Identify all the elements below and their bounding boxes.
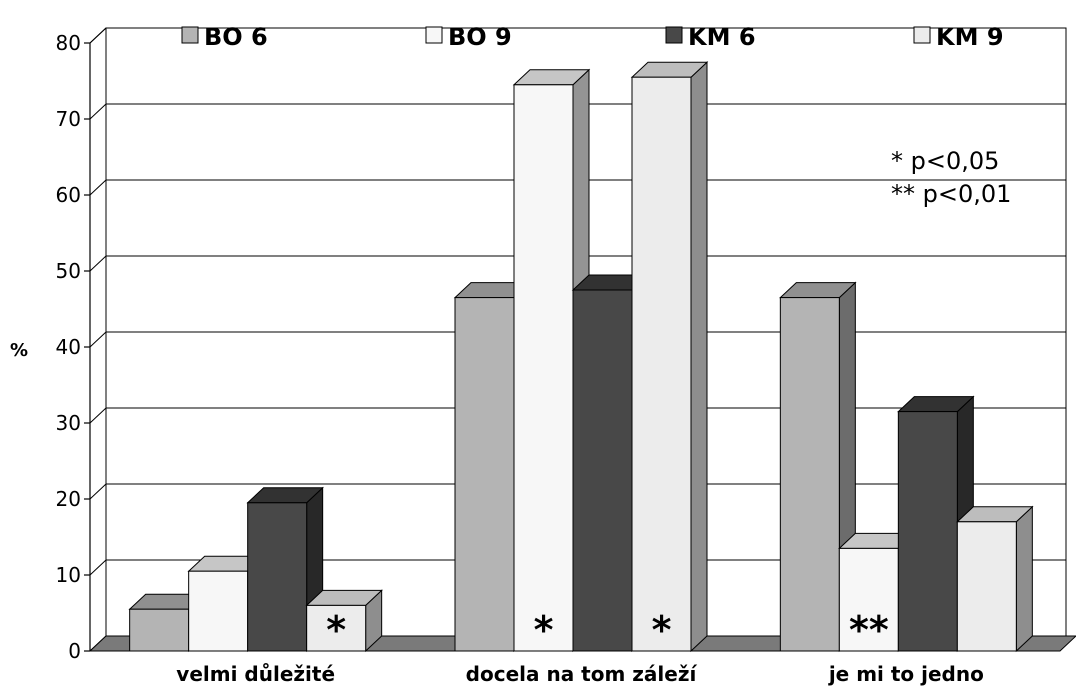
bar	[897, 395, 975, 653]
y-tick-label: 80	[56, 31, 81, 55]
bar-front	[897, 411, 958, 652]
y-tick-label: 0	[68, 639, 81, 663]
bar-side	[1015, 505, 1033, 653]
grid-line-side	[89, 255, 107, 272]
x-category-label: velmi důležité	[176, 662, 335, 686]
significance-marks: * * * **	[326, 608, 889, 652]
y-tick-label: 30	[56, 411, 81, 435]
significance-mark: *	[326, 608, 346, 652]
bar-front	[779, 297, 840, 652]
legend-label: BO 9	[448, 23, 512, 51]
significance-note: * p<0,05	[891, 147, 999, 175]
legend-swatch	[181, 26, 199, 44]
significance-note: ** p<0,01	[891, 180, 1011, 208]
y-axis	[84, 27, 107, 652]
legend-swatch	[665, 26, 683, 44]
grid-line-side	[89, 331, 107, 348]
bar	[956, 505, 1034, 653]
bar-front	[631, 76, 692, 652]
legend-item: BO 6	[181, 23, 268, 51]
grid-line-side	[89, 407, 107, 424]
significance-mark: *	[534, 608, 554, 652]
annotations: * p<0,05 ** p<0,01	[891, 147, 1011, 208]
bar	[630, 61, 709, 653]
grid-line-side	[89, 559, 107, 576]
grid-line-side	[89, 179, 107, 196]
legend-label: KM 9	[936, 23, 1004, 51]
bar-side	[690, 61, 708, 653]
category-labels: velmi důležité docela na tom záleží je mi …	[176, 662, 984, 686]
bar	[305, 589, 383, 653]
legend-swatch	[425, 26, 443, 44]
legend-item: BO 9	[425, 23, 512, 51]
significance-mark: *	[652, 608, 672, 652]
bar-front	[188, 570, 249, 652]
bars	[128, 61, 1034, 653]
legend-label: BO 6	[204, 23, 268, 51]
x-category-label: je mi to jedno	[828, 662, 984, 686]
y-tick-label: 10	[56, 563, 81, 587]
y-tick-label: 20	[56, 487, 81, 511]
bar-front	[306, 604, 367, 652]
y-tick-label: 70	[56, 107, 81, 131]
significance-mark: **	[849, 608, 889, 652]
y-axis-label: %	[10, 340, 28, 361]
bar-front	[454, 297, 515, 652]
legend: BO 6 BO 9 KM 6 KM 9	[181, 23, 1004, 51]
y-tick-label: 40	[56, 335, 81, 359]
grid-line-side	[89, 483, 107, 500]
legend-swatch	[913, 26, 931, 44]
legend-item: KM 6	[665, 23, 756, 51]
legend-item: KM 9	[913, 23, 1004, 51]
bar-front	[513, 84, 574, 652]
bar-front	[129, 608, 190, 652]
y-tick-label: 60	[56, 183, 81, 207]
bar-front	[247, 502, 308, 652]
wall-edge	[89, 27, 107, 44]
bar-front	[572, 289, 633, 652]
bar-front	[956, 521, 1017, 652]
y-tick-label: 50	[56, 259, 81, 283]
x-category-label: docela na tom záleží	[466, 662, 698, 686]
y-tick-labels: 0 10 20 30 40 50 60 70 80	[56, 31, 81, 663]
legend-label: KM 6	[688, 23, 756, 51]
grid-line-side	[89, 103, 107, 120]
